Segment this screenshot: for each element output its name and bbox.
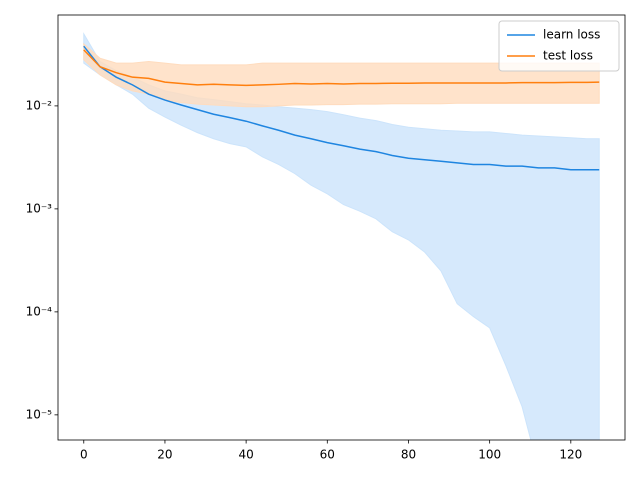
x-tick-label: 100	[478, 448, 501, 462]
legend-label: test loss	[543, 49, 593, 63]
x-tick-label: 20	[157, 448, 172, 462]
band	[83, 42, 600, 108]
line	[83, 45, 600, 171]
line	[83, 49, 600, 87]
legend-box	[498, 20, 620, 72]
plot-area	[83, 32, 600, 440]
y-tick-label: 10⁻²	[26, 98, 53, 112]
y-tick-label: 10⁻⁵	[26, 407, 53, 421]
y-tick-label: 10⁻⁴	[26, 304, 53, 318]
x-tick-label: 120	[559, 448, 582, 462]
legend-label: learn loss	[543, 28, 600, 42]
axes-frame	[57, 14, 626, 441]
x-tick-label: 60	[320, 448, 335, 462]
y-tick-label: 10⁻³	[26, 201, 53, 215]
x-tick-label: 40	[238, 448, 253, 462]
x-tick-label: 0	[80, 448, 88, 462]
x-tick-label: 80	[401, 448, 416, 462]
